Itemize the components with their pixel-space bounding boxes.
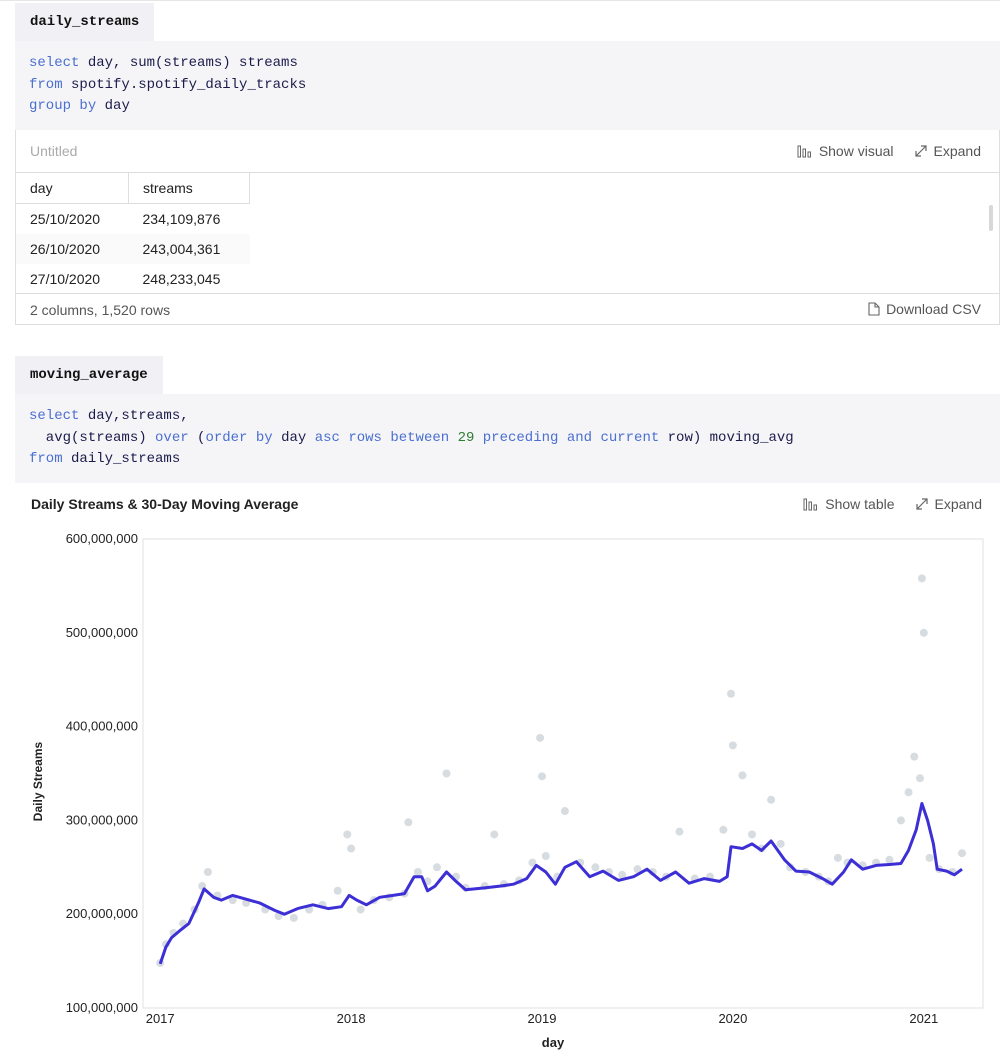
data-point: [675, 827, 684, 836]
chart-bars-icon: [803, 498, 818, 510]
row-count: 2 columns, 1,520 rows: [30, 301, 171, 318]
data-point: [490, 830, 499, 839]
data-point: [925, 853, 934, 862]
expand-icon: [915, 497, 928, 510]
data-point: [536, 733, 545, 742]
x-tick-label: 2021: [909, 1011, 938, 1026]
file-icon: [868, 301, 880, 316]
result-footer: 2 columns, 1,520 rows Download CSV: [15, 292, 1000, 325]
data-point: [560, 807, 569, 816]
data-point: [633, 865, 642, 874]
x-tick-label: 2020: [718, 1011, 747, 1026]
result-header: Untitled Show visual Expand: [15, 129, 1000, 173]
expand-button[interactable]: Expand: [915, 496, 982, 512]
column-header-day[interactable]: day: [16, 172, 129, 204]
data-point: [343, 830, 352, 839]
data-point: [541, 852, 550, 861]
y-axis-label: Daily Streams: [31, 741, 45, 821]
result-title[interactable]: Untitled: [30, 142, 78, 159]
moving-avg-line: [158, 802, 963, 965]
data-point: [896, 816, 905, 825]
download-csv-button[interactable]: Download CSV: [868, 301, 981, 317]
cell-daily-streams: daily_streams select day, sum(streams) s…: [15, 3, 1000, 325]
table-cell: 25/10/2020: [30, 210, 101, 227]
download-csv-label: Download CSV: [886, 300, 981, 317]
data-point: [404, 818, 413, 827]
expand-button[interactable]: Expand: [914, 143, 981, 159]
table-scrollbar[interactable]: [989, 204, 993, 231]
table-cell: 248,233,045: [142, 270, 221, 287]
data-point: [433, 863, 441, 872]
data-point: [958, 849, 966, 858]
data-point: [289, 913, 298, 922]
scatter-line-chart: 100,000,000 200,000,000 300,000,000 400,000…: [31, 531, 984, 1050]
cell-name-tag[interactable]: moving_average: [15, 356, 163, 394]
chart-header: Daily Streams & 30-Day Moving Average Sh…: [15, 483, 1000, 525]
data-point: [719, 825, 728, 834]
data-point: [833, 853, 842, 862]
x-tick-label: 2019: [528, 1011, 557, 1026]
x-tick-label: 2017: [146, 1011, 175, 1026]
chart-title[interactable]: Daily Streams & 30-Day Moving Average: [31, 495, 299, 512]
expand-label: Expand: [933, 142, 981, 159]
table-row: 27/10/2020 248,233,045: [16, 264, 250, 293]
y-tick-label: 400,000,000: [66, 719, 138, 734]
show-visual-label: Show visual: [818, 142, 894, 159]
show-table-label: Show table: [825, 495, 895, 512]
table-row: 25/10/2020 234,109,876: [16, 203, 250, 234]
chart-bars-icon: [797, 145, 811, 157]
data-point: [776, 839, 785, 848]
data-point: [333, 886, 342, 895]
data-point: [356, 905, 365, 914]
cell-name-tag[interactable]: daily_streams: [15, 3, 155, 41]
data-point: [910, 752, 919, 761]
data-point: [413, 867, 422, 876]
table-cell: 27/10/2020: [30, 270, 101, 287]
table-cell: 243,004,361: [128, 233, 250, 264]
sql-editor[interactable]: select day, sum(streams) streams from sp…: [15, 41, 1000, 130]
data-point: [738, 771, 747, 780]
sql-editor[interactable]: select day,streams, avg(streams) over (o…: [15, 394, 1000, 483]
y-tick-label: 500,000,000: [66, 625, 138, 640]
data-point: [618, 870, 627, 879]
data-point: [228, 896, 237, 905]
x-axis-label: day: [542, 1035, 565, 1050]
data-point: [885, 855, 894, 864]
y-tick-label: 300,000,000: [66, 812, 138, 827]
data-point: [904, 788, 913, 797]
data-point: [591, 863, 600, 872]
top-divider: [0, 0, 1000, 1]
table-row: 26/10/2020 243,004,361: [16, 233, 250, 264]
data-point: [748, 830, 756, 839]
column-header-streams[interactable]: streams: [128, 172, 250, 204]
y-tick-label: 100,000,000: [66, 1000, 138, 1015]
data-point: [347, 844, 356, 853]
data-point: [727, 689, 735, 698]
plot-area: [142, 538, 984, 1009]
results-table: day streams 25/10/2020 234,109,876 26/10/…: [15, 172, 1000, 293]
show-table-button[interactable]: Show table: [803, 495, 895, 512]
y-tick-label: 600,000,000: [66, 531, 138, 546]
data-point: [919, 628, 928, 637]
cell-moving-average: moving_average select day,streams, avg(s…: [15, 356, 1000, 525]
y-tick-label: 200,000,000: [66, 906, 138, 921]
data-point: [767, 795, 776, 804]
data-point: [538, 772, 546, 781]
data-point: [916, 774, 924, 783]
data-point: [442, 769, 451, 778]
expand-label: Expand: [934, 495, 982, 512]
x-tick-label: 2018: [337, 1011, 366, 1026]
table-cell: 234,109,876: [142, 210, 221, 227]
data-point: [203, 867, 212, 876]
data-point: [528, 858, 537, 867]
expand-icon: [914, 144, 927, 157]
data-point: [728, 741, 737, 750]
show-visual-button[interactable]: Show visual: [797, 143, 894, 159]
data-point: [917, 574, 926, 583]
table-cell: 26/10/2020: [16, 233, 129, 264]
